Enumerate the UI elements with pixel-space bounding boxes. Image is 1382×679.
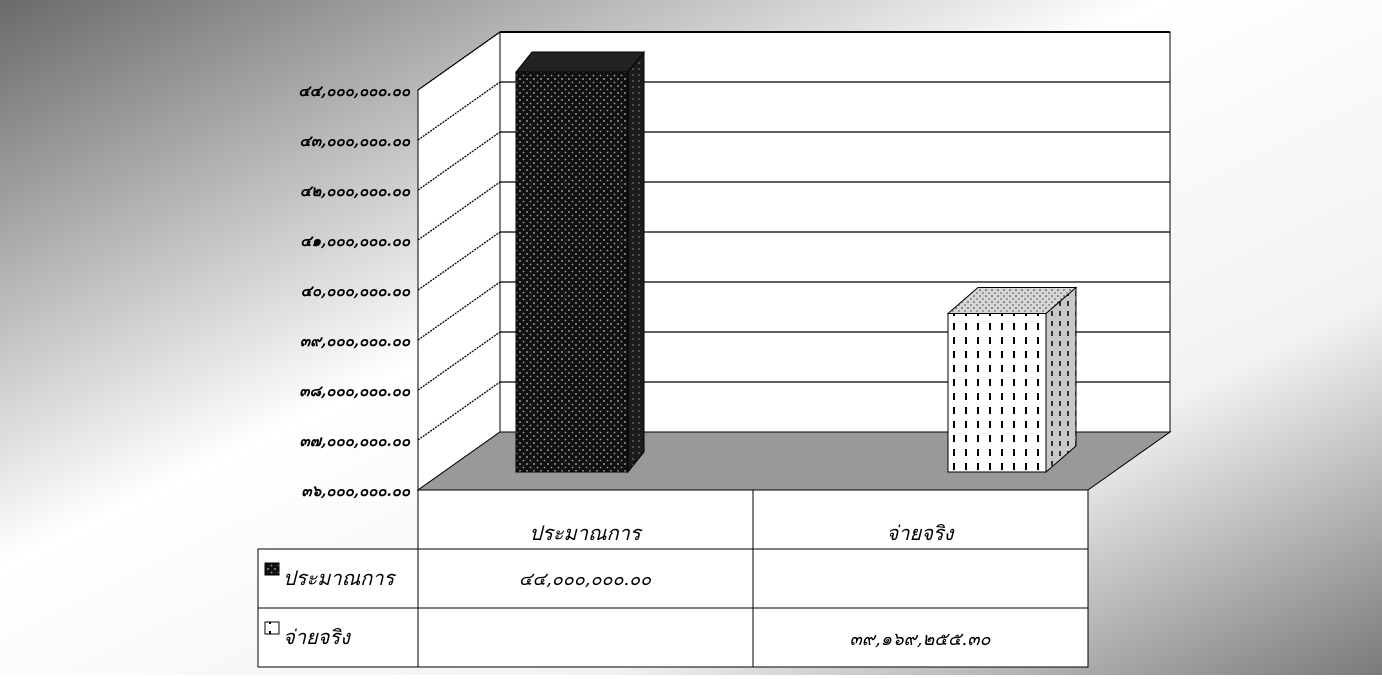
legend-label-0: ประมาณการ <box>283 566 396 590</box>
category-label-1: จ่ายจริง <box>887 521 955 545</box>
bar-1 <box>946 286 1078 474</box>
table-cell-0-1 <box>752 489 1089 550</box>
table-cell-1-1 <box>752 548 1089 609</box>
gridline-side <box>417 281 501 341</box>
bar-front-0 <box>515 71 629 473</box>
y-tick-label: ๓๙,๐๐๐,๐๐๐.๐๐ <box>300 332 411 350</box>
table-value-1-1: ๓๙,๑๖๙,๒๕๕.๓๐ <box>849 629 991 650</box>
gridline-side <box>417 131 501 191</box>
legend-label-1: จ่ายจริง <box>283 625 351 649</box>
y-tick-label: ๓๘,๐๐๐,๐๐๐.๐๐ <box>299 382 411 400</box>
bar-side-0 <box>627 50 645 474</box>
legend-cell-0 <box>257 548 419 609</box>
table-value-0-0: ๔๔,๐๐๐,๐๐๐.๐๐ <box>519 569 652 590</box>
bar-top-0 <box>514 51 646 73</box>
table-cell-0-0 <box>417 489 754 550</box>
y-axis-ticks: ๓๖,๐๐๐,๐๐๐.๐๐ ๓๗,๐๐๐,๐๐๐.๐๐ ๓๘,๐๐๐,๐๐๐.๐๐ ๓… <box>298 82 410 500</box>
y-tick-label: ๓๗,๐๐๐,๐๐๐.๐๐ <box>300 432 411 450</box>
y-tick-label: ๔๐,๐๐๐,๐๐๐.๐๐ <box>301 282 411 300</box>
gridline-side <box>417 381 501 441</box>
gridline-side <box>417 31 501 91</box>
y-tick-label: ๔๓,๐๐๐,๐๐๐.๐๐ <box>299 132 410 150</box>
gridline-side <box>417 231 501 291</box>
gridline-side <box>417 331 501 391</box>
legend-swatch-0 <box>264 562 280 576</box>
bar-top-1 <box>946 287 1078 315</box>
y-tick-label: ๔๑,๐๐๐,๐๐๐.๐๐ <box>300 232 411 250</box>
bar-0 <box>514 50 646 474</box>
y-tick-label: ๓๖,๐๐๐,๐๐๐.๐๐ <box>301 482 411 500</box>
bar-front-1 <box>947 313 1047 473</box>
y-tick-label: ๔๔,๐๐๐,๐๐๐.๐๐ <box>298 82 410 100</box>
gridline-side <box>417 181 501 241</box>
y-tick-label: ๔๒,๐๐๐,๐๐๐.๐๐ <box>300 182 411 200</box>
category-label-0: ประมาณการ <box>529 521 642 545</box>
bar-side-1 <box>1045 286 1077 474</box>
side-wall <box>417 31 501 491</box>
bars <box>514 50 1078 474</box>
gridline-side <box>417 81 501 141</box>
table-cell-2-0 <box>417 607 754 668</box>
table-cell-2-1 <box>752 607 1089 668</box>
legend-cell-1 <box>257 607 419 668</box>
data-table: ประมาณการ จ่ายจริง ประมาณการ จ่ายจริง ๔๔… <box>257 489 1089 668</box>
legend-swatch-1 <box>264 621 280 635</box>
